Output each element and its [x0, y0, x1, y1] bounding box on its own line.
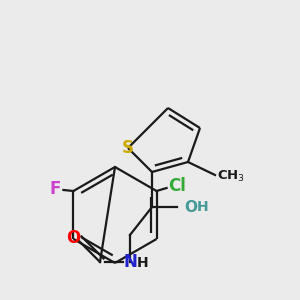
Text: H: H [197, 200, 209, 214]
Text: O: O [66, 229, 80, 247]
Text: F: F [50, 180, 61, 198]
Text: O: O [184, 200, 197, 214]
Text: Cl: Cl [168, 177, 185, 195]
Text: CH$_3$: CH$_3$ [217, 168, 245, 184]
Text: N: N [123, 253, 137, 271]
Text: S: S [122, 139, 134, 157]
Text: H: H [137, 256, 149, 270]
